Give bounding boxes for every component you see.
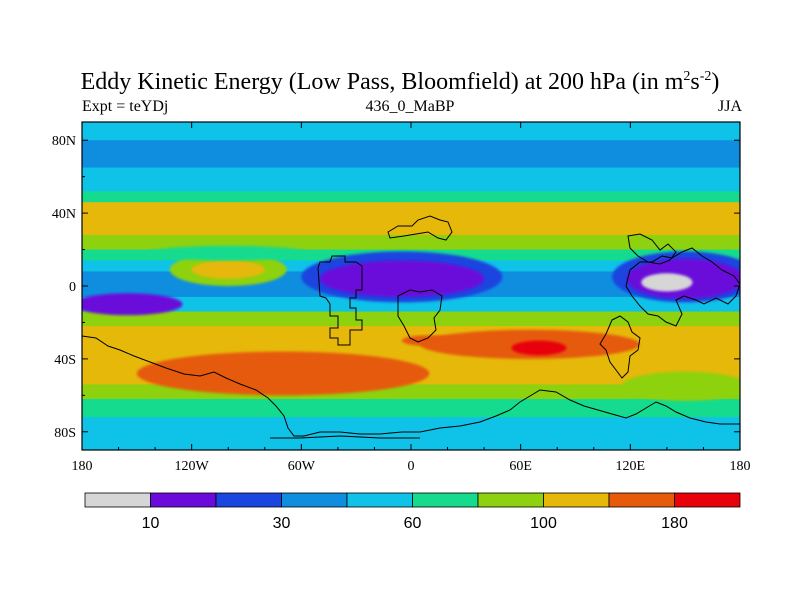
axes: 180 120W 60W 0 60E 120E 180 80N 40N 0 40S 80S xyxy=(52,122,751,474)
colorbar-swatch-1 xyxy=(150,492,217,508)
colorbar-swatch-2 xyxy=(215,492,282,508)
colorbar-swatch-6 xyxy=(477,492,544,508)
chart-title: Eddy Kinetic Energy (Low Pass, Bloomfiel… xyxy=(80,69,720,95)
contour-fill-field xyxy=(82,122,740,450)
x-tick-label: 120E xyxy=(616,459,646,474)
colorbar-swatch-4 xyxy=(346,492,413,508)
colorbar-swatch-5 xyxy=(412,492,479,508)
coastline-southern-edge xyxy=(270,435,420,439)
coastline-australia xyxy=(627,233,677,265)
eke-band-10 xyxy=(82,311,740,327)
colorbar-swatch-3 xyxy=(281,492,348,508)
y-tick-label: 80S xyxy=(54,426,76,441)
subtitle-run-id: 436_0_MaBP xyxy=(365,98,455,115)
coastline-africa-south xyxy=(397,289,443,343)
coastline-overlay xyxy=(82,215,740,439)
eke-region-8 xyxy=(82,293,183,316)
x-tick-label: 180 xyxy=(72,459,93,474)
eke-band-14 xyxy=(82,398,740,418)
x-tick-label: 180 xyxy=(730,459,751,474)
colorbar-label: 180 xyxy=(661,515,688,532)
eke-region-12 xyxy=(401,335,457,347)
eke-region-4 xyxy=(319,260,485,297)
eke-band-3 xyxy=(82,191,740,203)
eke-region-2 xyxy=(145,245,311,261)
eke-region-9 xyxy=(136,351,430,396)
colorbar-label: 30 xyxy=(273,515,291,532)
colorbar-label: 60 xyxy=(404,515,422,532)
eke-band-1 xyxy=(82,140,740,169)
eke-region-11 xyxy=(511,340,567,356)
x-tick-label: 120W xyxy=(175,459,210,474)
eke-band-9 xyxy=(82,296,740,313)
colorbar-swatch-8 xyxy=(608,492,675,508)
colorbar-swatch-0 xyxy=(84,492,151,508)
eke-region-7 xyxy=(641,273,693,292)
eke-region-1 xyxy=(191,260,265,279)
colorbar-label: 100 xyxy=(530,515,557,532)
y-tick-label: 40S xyxy=(54,353,76,368)
eke-band-2 xyxy=(82,167,740,192)
y-tick-label: 40N xyxy=(52,207,76,222)
eke-region-13 xyxy=(621,371,740,401)
colorbar-label: 10 xyxy=(142,515,160,532)
y-tick-label: 0 xyxy=(69,280,76,295)
coastline-africa xyxy=(387,215,453,241)
subtitle-experiment: Expt = teYDj xyxy=(82,98,169,115)
coastline-americas xyxy=(317,255,363,346)
x-tick-label: 60E xyxy=(509,459,532,474)
eke-band-4 xyxy=(82,202,740,236)
colorbar-swatch-7 xyxy=(543,492,610,508)
subtitle-season: JJA xyxy=(717,98,742,115)
coastline-maritime xyxy=(599,315,641,379)
colorbar-swatch-9 xyxy=(674,492,741,508)
colorbar: 10 30 60 100 180 xyxy=(84,492,741,532)
eke-band-0 xyxy=(82,122,740,141)
x-tick-label: 60W xyxy=(288,459,316,474)
y-tick-label: 80N xyxy=(52,134,76,149)
coastline-asia xyxy=(625,247,740,327)
x-tick-label: 0 xyxy=(408,459,415,474)
coastline-antarctica xyxy=(82,335,740,437)
